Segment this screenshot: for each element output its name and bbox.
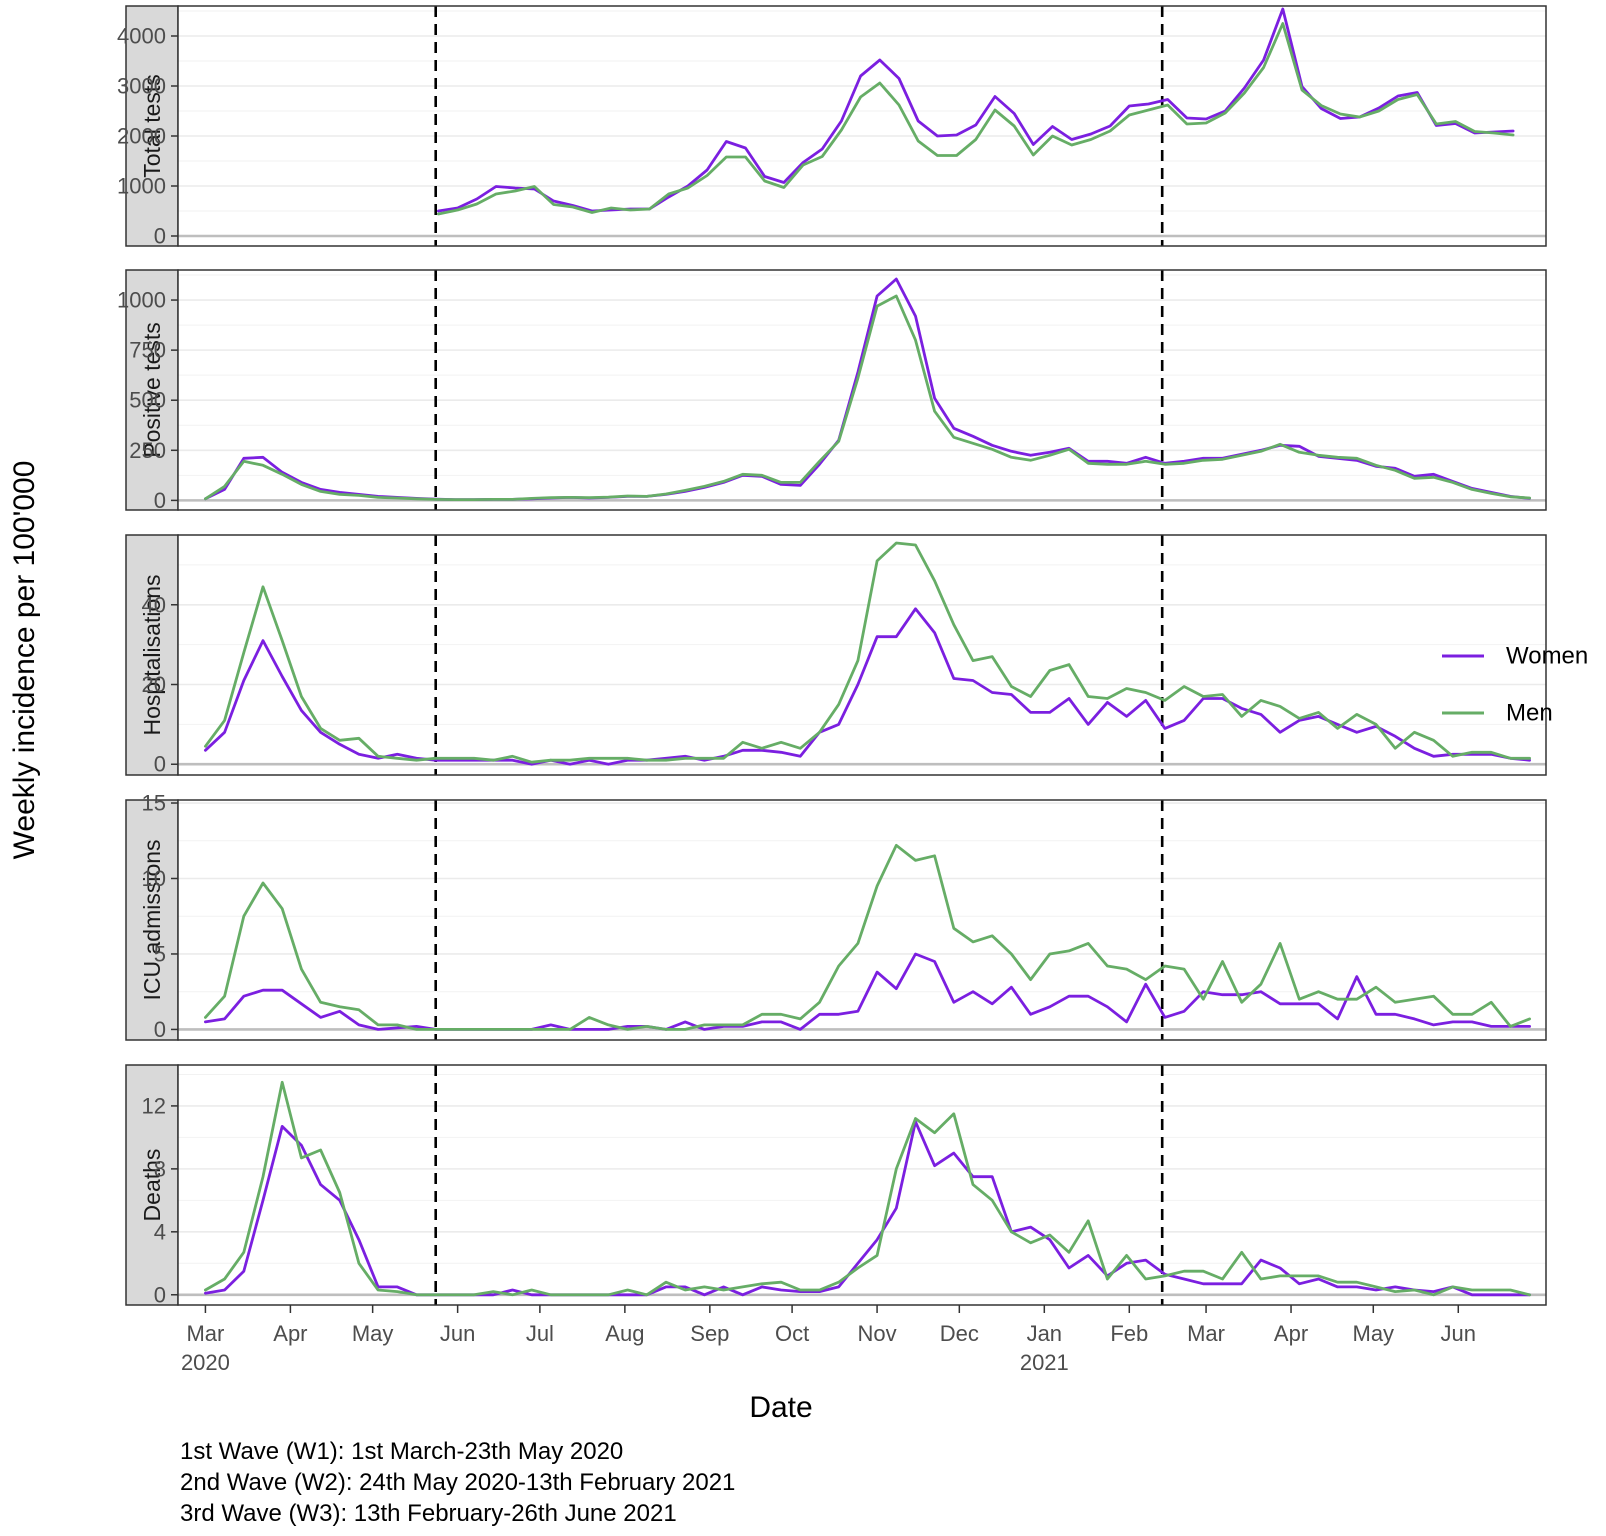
x-tick-label: Feb bbox=[1110, 1321, 1148, 1346]
series-line-men-total-tests bbox=[436, 22, 1515, 216]
y-tick-label-positive-tests: 250 bbox=[129, 438, 166, 463]
series-line-women-icu-admissions bbox=[203, 952, 1531, 1031]
strip-icu-admissions bbox=[125, 799, 179, 1041]
y-tick-label-total-tests: 3000 bbox=[117, 74, 166, 99]
x-tick-label: May bbox=[1353, 1321, 1395, 1346]
series-line-men-deaths bbox=[203, 1080, 1531, 1297]
y-tick-label-total-tests: 4000 bbox=[117, 24, 166, 49]
x-tick-label: Aug bbox=[605, 1321, 644, 1346]
x-tick-label: Jun bbox=[440, 1321, 475, 1346]
y-tick-label-icu-admissions: 15 bbox=[142, 791, 166, 816]
y-tick-label-total-tests: 2000 bbox=[117, 124, 166, 149]
strip-total-tests bbox=[125, 5, 179, 247]
y-tick-label-deaths: 8 bbox=[154, 1156, 166, 1181]
x-tick-label: Sep bbox=[690, 1321, 729, 1346]
y-tick-label-positive-tests: 750 bbox=[129, 338, 166, 363]
wave-notes: 1st Wave (W1): 1st March-23th May 2020 2… bbox=[180, 1436, 735, 1529]
panel-border-positive-tests bbox=[177, 269, 1547, 511]
x-tick-label: Apr bbox=[273, 1321, 307, 1346]
y-tick-label-deaths: 0 bbox=[154, 1282, 166, 1307]
x-tick-year-label: 2021 bbox=[1020, 1350, 1069, 1375]
y-tick-label-hospitalisations: 20 bbox=[142, 672, 166, 697]
panel-border-hospitalisations bbox=[177, 534, 1547, 776]
panel-hospitalisations: Hospitalisations 0 20 40 bbox=[125, 534, 1547, 777]
strip-hospitalisations bbox=[125, 534, 179, 776]
x-axis: Mar 2020 Apr May Jun Jul Aug Sep Oct Nov Dec Jan 202… bbox=[181, 1305, 1476, 1375]
strip-label-hospitalisations: Hospitalisations bbox=[139, 574, 165, 735]
series-line-men-hospitalisations bbox=[203, 541, 1531, 764]
series-line-men-icu-admissions bbox=[203, 843, 1531, 1031]
y-tick-label-total-tests: 1000 bbox=[117, 174, 166, 199]
legend-label-women: Women bbox=[1506, 643, 1588, 670]
strip-label-deaths: Deaths bbox=[139, 1149, 165, 1222]
x-tick-label: Nov bbox=[858, 1321, 897, 1346]
x-tick-label: Mar bbox=[186, 1321, 224, 1346]
x-tick-label: Jul bbox=[526, 1321, 554, 1346]
panel-background-positive-tests bbox=[178, 270, 1546, 510]
y-tick-label-positive-tests: 0 bbox=[154, 488, 166, 513]
x-tick-label: Jan bbox=[1027, 1321, 1062, 1346]
panel-background-deaths bbox=[178, 1065, 1546, 1305]
y-tick-label-hospitalisations: 40 bbox=[142, 592, 166, 617]
series-line-men-positive-tests bbox=[203, 294, 1531, 502]
panel-border-deaths bbox=[177, 1064, 1547, 1306]
x-tick-label: Mar bbox=[1187, 1321, 1225, 1346]
wave-note-3: 3rd Wave (W3): 13th February-26th June 2… bbox=[180, 1500, 677, 1527]
y-tick-label-icu-admissions: 10 bbox=[142, 866, 166, 891]
x-tick-label: May bbox=[352, 1321, 394, 1346]
strip-label-total-tests: Total tests bbox=[139, 74, 165, 178]
strip-label-positive-tests: Positive tests bbox=[139, 322, 165, 458]
x-tick-label: Jun bbox=[1441, 1321, 1476, 1346]
wave-note-1: 1st Wave (W1): 1st March-23th May 2020 bbox=[180, 1438, 624, 1465]
y-axis-title: Weekly incidence per 100'000 bbox=[8, 461, 41, 860]
panel-border-total-tests bbox=[177, 5, 1547, 247]
y-tick-label-total-tests: 0 bbox=[154, 224, 166, 249]
strip-label-icu-admissions: ICU admissions bbox=[139, 839, 165, 1000]
panel-border-icu-admissions bbox=[177, 799, 1547, 1041]
wave-note-2: 2nd Wave (W2): 24th May 2020-13th Februa… bbox=[180, 1469, 736, 1496]
y-tick-label-hospitalisations: 0 bbox=[154, 752, 166, 777]
y-tick-label-icu-admissions: 5 bbox=[154, 941, 166, 966]
x-tick-label: Dec bbox=[940, 1321, 979, 1346]
panel-background-total-tests bbox=[178, 6, 1546, 246]
y-tick-label-icu-admissions: 0 bbox=[154, 1017, 166, 1042]
panel-deaths: Deaths 0 4 8 12 bbox=[125, 1064, 1547, 1307]
panel-total-tests: Total tests 0 1000 2000 3000 4000 bbox=[117, 5, 1547, 249]
panel-background-hospitalisations bbox=[178, 535, 1546, 775]
x-tick-label: Oct bbox=[775, 1321, 809, 1346]
y-tick-label-positive-tests: 500 bbox=[129, 388, 166, 413]
y-tick-label-positive-tests: 1000 bbox=[117, 288, 166, 313]
panel-positive-tests: Positive tests 0 250 500 750 1000 bbox=[117, 269, 1547, 513]
y-tick-label-deaths: 12 bbox=[142, 1093, 166, 1118]
strip-deaths bbox=[125, 1064, 179, 1306]
legend: Women Men bbox=[1442, 643, 1588, 727]
y-tick-label-deaths: 4 bbox=[154, 1219, 166, 1244]
panel-icu-admissions: ICU admissions 0 5 10 15 bbox=[125, 791, 1547, 1042]
legend-label-men: Men bbox=[1506, 700, 1553, 727]
x-axis-title: Date bbox=[749, 1391, 812, 1424]
strip-positive-tests bbox=[125, 269, 179, 511]
x-tick-label: Apr bbox=[1274, 1321, 1308, 1346]
x-tick-year-label: 2020 bbox=[181, 1350, 230, 1375]
